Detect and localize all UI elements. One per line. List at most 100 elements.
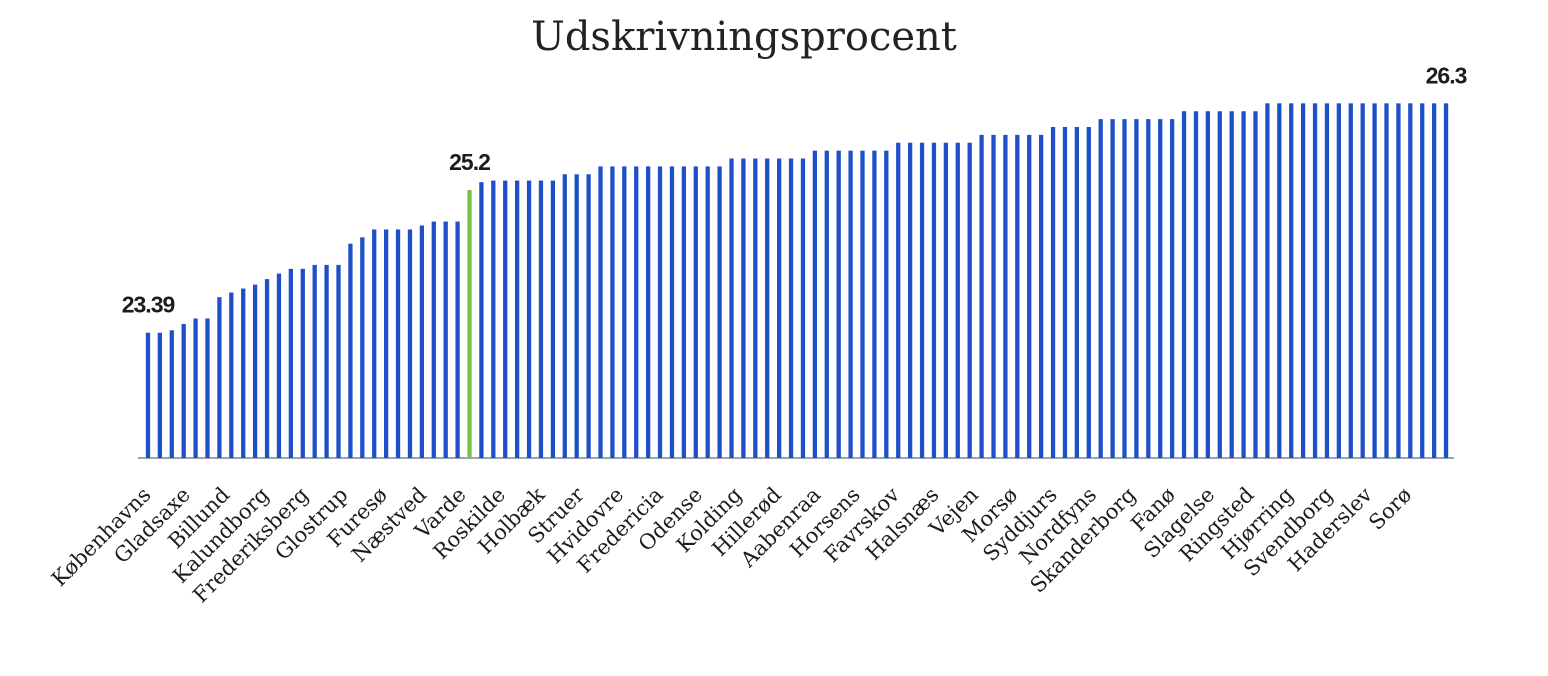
bar [645, 166, 651, 458]
bar [657, 166, 663, 458]
bar [1372, 103, 1377, 458]
bar [372, 229, 377, 458]
bar [1003, 134, 1008, 458]
bar [514, 180, 520, 458]
bar [1360, 103, 1365, 458]
bar [229, 292, 234, 458]
bar [991, 134, 996, 458]
bar [1146, 119, 1151, 459]
bar [181, 324, 186, 458]
bar [622, 166, 627, 458]
bar [169, 330, 174, 458]
data-label: 23.39 [122, 292, 175, 318]
bar [979, 134, 984, 458]
bar [765, 158, 770, 458]
bar [824, 150, 829, 458]
bar [241, 288, 246, 458]
bar [550, 180, 556, 458]
bar [455, 221, 460, 458]
bar [526, 180, 532, 458]
bar [491, 180, 496, 458]
bar [907, 142, 913, 458]
bar [776, 158, 782, 458]
bar [348, 243, 353, 458]
bar [860, 150, 865, 458]
bar [586, 174, 591, 458]
bar [800, 158, 806, 458]
bar [1122, 119, 1127, 459]
bar [383, 229, 389, 458]
highlighted-bar [467, 190, 472, 459]
bar [205, 318, 210, 458]
bar [1443, 103, 1449, 458]
bar [1074, 126, 1080, 459]
bar [1265, 103, 1270, 458]
bar [1348, 103, 1353, 458]
bar [1169, 119, 1175, 459]
bar [705, 166, 710, 458]
bar [1027, 134, 1032, 458]
bar [598, 166, 603, 458]
bar [276, 273, 282, 458]
bar [693, 166, 698, 458]
bar [872, 150, 877, 458]
bar [931, 142, 937, 458]
bar [919, 142, 925, 458]
bar [1038, 134, 1044, 458]
bar [681, 166, 687, 458]
bar [1217, 111, 1222, 458]
data-label: 26.3 [1426, 62, 1467, 88]
bar [1431, 103, 1437, 458]
bar [431, 221, 436, 458]
bar [419, 225, 425, 458]
bar [729, 158, 734, 458]
bar [395, 229, 401, 458]
bar [1134, 119, 1139, 459]
data-label: 25.2 [449, 149, 490, 175]
bar [1336, 103, 1342, 458]
bar [1396, 103, 1401, 458]
bar [896, 142, 901, 458]
bar [610, 166, 615, 458]
bar [479, 182, 484, 458]
bar [145, 332, 151, 458]
bar [1229, 111, 1234, 458]
bar [443, 221, 448, 458]
bar [1050, 126, 1056, 459]
bar [312, 264, 317, 458]
bar [967, 142, 972, 458]
bar [1324, 103, 1330, 458]
bar [955, 142, 960, 458]
bar [1098, 119, 1103, 459]
bar [753, 158, 758, 458]
bar [157, 332, 163, 458]
bar [943, 142, 949, 458]
bar [1015, 134, 1020, 458]
bar [336, 264, 341, 458]
x-tick-label: Sorø [1364, 483, 1416, 535]
bar [1110, 119, 1115, 459]
bar [848, 150, 853, 458]
bar [264, 279, 270, 458]
bar [1181, 111, 1187, 458]
bar [1277, 103, 1282, 458]
bar [812, 150, 818, 458]
bar [252, 284, 258, 458]
bar [669, 166, 675, 458]
bar [1158, 119, 1163, 459]
bar [503, 180, 508, 458]
bar [1312, 103, 1318, 458]
bar [634, 166, 639, 458]
bar [574, 174, 579, 458]
bar [788, 158, 794, 458]
bar [717, 166, 722, 458]
bar [1300, 103, 1306, 458]
bar [538, 180, 544, 458]
bar [288, 268, 294, 458]
bar [741, 158, 746, 458]
bar [1193, 111, 1199, 458]
bar [1205, 111, 1211, 458]
bar [1420, 103, 1425, 458]
bar [300, 268, 305, 458]
